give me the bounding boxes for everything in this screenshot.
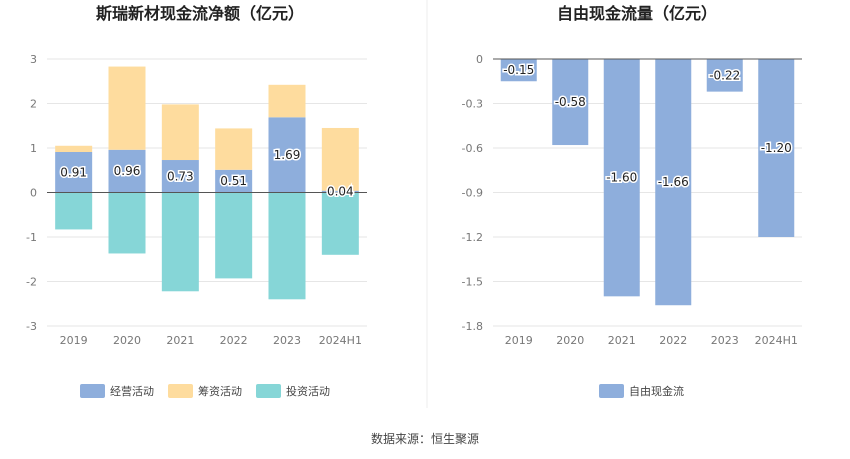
legend-swatch bbox=[80, 384, 105, 398]
legend-swatch bbox=[599, 384, 624, 398]
y-tick-label: 2 bbox=[30, 98, 37, 111]
bar-自由现金流-2023 bbox=[706, 59, 743, 92]
x-tick-label: 2022 bbox=[220, 334, 248, 347]
y-tick-label: -2 bbox=[26, 276, 37, 289]
chart-title: 斯瑞新材现金流净额（亿元） bbox=[96, 4, 304, 23]
x-tick-label: 2024H1 bbox=[755, 334, 798, 347]
x-tick-label: 2024H1 bbox=[319, 334, 362, 347]
y-tick-label: -1.8 bbox=[462, 320, 483, 333]
data-label: 1.69 bbox=[274, 148, 301, 162]
data-label: 0.73 bbox=[167, 169, 194, 183]
bar-经营活动-2019 bbox=[55, 152, 93, 193]
y-tick-label: -1 bbox=[26, 231, 37, 244]
x-tick-label: 2023 bbox=[711, 334, 739, 347]
y-tick-label: 3 bbox=[30, 53, 37, 66]
x-tick-label: 2021 bbox=[166, 334, 194, 347]
x-tick-label: 2019 bbox=[505, 334, 533, 347]
bar-经营活动-2024H1 bbox=[321, 190, 359, 193]
x-tick-label: 2020 bbox=[556, 334, 584, 347]
y-tick-label: -1.5 bbox=[462, 276, 483, 289]
bar-自由现金流-2019 bbox=[500, 59, 537, 82]
y-tick-label: 0 bbox=[476, 53, 483, 66]
data-label: -0.22 bbox=[709, 68, 740, 82]
bar-筹资活动-2023 bbox=[268, 84, 306, 118]
y-tick-label: 0 bbox=[30, 187, 37, 200]
data-label: 0.51 bbox=[220, 174, 247, 188]
bar-投资活动-2019 bbox=[55, 192, 93, 230]
bar-经营活动-2022 bbox=[215, 169, 253, 193]
x-tick-label: 2019 bbox=[60, 334, 88, 347]
data-label: -0.15 bbox=[503, 63, 534, 77]
legend-label: 自由现金流 bbox=[629, 384, 684, 398]
x-tick-label: 2023 bbox=[273, 334, 301, 347]
data-label: -1.66 bbox=[658, 175, 689, 189]
x-tick-label: 2020 bbox=[113, 334, 141, 347]
bar-筹资活动-2022 bbox=[215, 128, 253, 170]
y-tick-label: -0.3 bbox=[462, 98, 483, 111]
bar-投资活动-2021 bbox=[161, 192, 199, 292]
bar-筹资活动-2024H1 bbox=[321, 127, 359, 191]
bar-投资活动-2022 bbox=[215, 192, 253, 279]
data-label: 0.91 bbox=[60, 165, 87, 179]
legend-label: 筹资活动 bbox=[198, 384, 242, 398]
bar-筹资活动-2020 bbox=[108, 66, 146, 150]
cash-flow-chart: 斯瑞新材现金流净额（亿元） 3 2 1 0 -1 -2 -3 0.91 0.96 0.73 0.51 1… bbox=[26, 4, 367, 398]
legend-label: 投资活动 bbox=[286, 384, 330, 398]
bar-经营活动-2023 bbox=[268, 117, 306, 193]
data-source-note: 数据来源：恒生聚源 bbox=[371, 431, 479, 446]
y-tick-label: 1 bbox=[30, 142, 37, 155]
x-tick-label: 2021 bbox=[608, 334, 636, 347]
bar-自由现金流-2020 bbox=[552, 59, 589, 146]
data-label: 0.04 bbox=[327, 185, 354, 199]
y-tick-label: -0.6 bbox=[462, 142, 483, 155]
y-tick-label: -1.2 bbox=[462, 231, 483, 244]
bar-筹资活动-2019 bbox=[55, 145, 93, 153]
legend-swatch bbox=[168, 384, 193, 398]
legend-swatch bbox=[256, 384, 281, 398]
bar-经营活动-2020 bbox=[108, 149, 146, 193]
bar-投资活动-2024H1 bbox=[321, 192, 359, 255]
bar-经营活动-2021 bbox=[161, 160, 199, 193]
data-label: 0.96 bbox=[114, 164, 141, 178]
bar-自由现金流-2021 bbox=[603, 59, 640, 297]
data-label: -1.60 bbox=[606, 171, 637, 185]
legend-label: 经营活动 bbox=[110, 384, 154, 398]
chart-title: 自由现金流量（亿元） bbox=[557, 4, 717, 23]
y-tick-label: -3 bbox=[26, 320, 37, 333]
bar-自由现金流-2022 bbox=[655, 59, 692, 306]
free-cash-flow-chart: 自由现金流量（亿元） 0 -0.3 -0.6 -0.9 -1.2 -1.5 -1.8 -0.15… bbox=[462, 4, 802, 398]
y-tick-label: -0.9 bbox=[462, 187, 483, 200]
x-tick-label: 2022 bbox=[659, 334, 687, 347]
bar-投资活动-2020 bbox=[108, 192, 146, 254]
data-label: -0.58 bbox=[555, 95, 586, 109]
data-label: -1.20 bbox=[761, 141, 792, 155]
bar-投资活动-2023 bbox=[268, 192, 306, 300]
bar-筹资活动-2021 bbox=[161, 104, 199, 161]
bar-自由现金流-2024H1 bbox=[758, 59, 795, 237]
